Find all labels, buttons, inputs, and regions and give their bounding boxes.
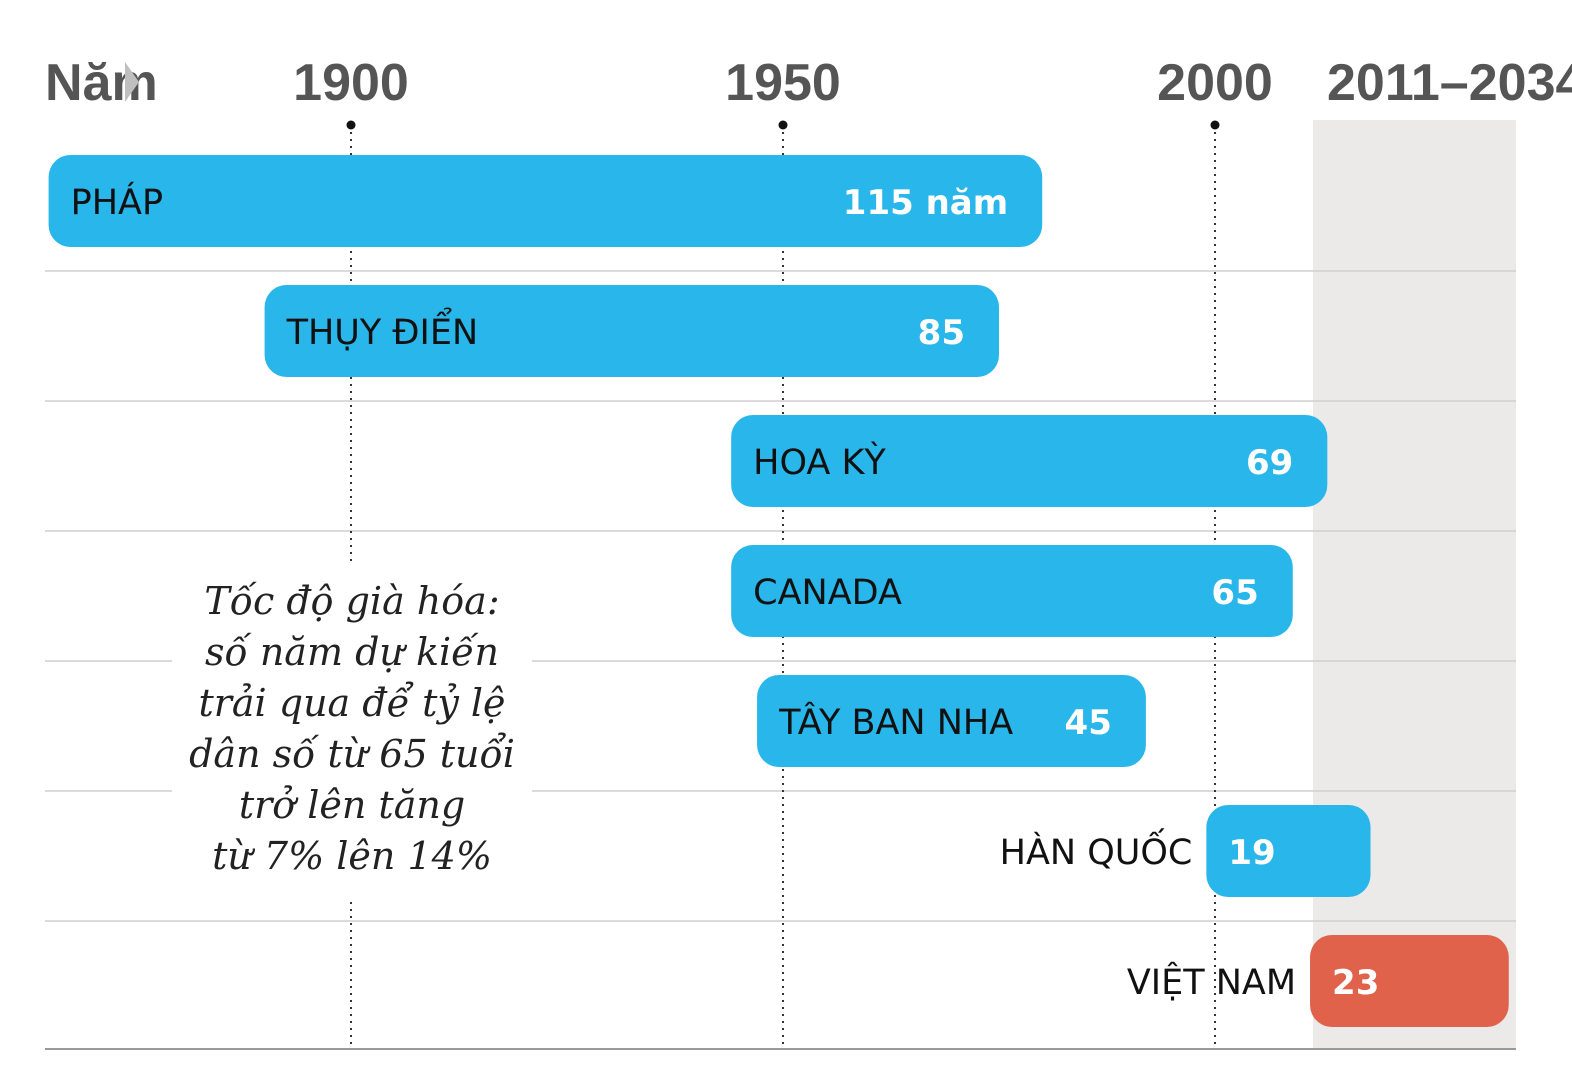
note-line: số năm dự kiến	[205, 630, 499, 674]
bar	[264, 285, 1000, 377]
note-backdrop	[172, 565, 532, 900]
bar-group: CANADA 65	[731, 545, 1293, 637]
bar-group: HÀN QUỐC 19	[1000, 805, 1371, 897]
value-label: 69	[1246, 443, 1293, 483]
note-line: Tốc độ già hóa:	[204, 579, 499, 623]
note-line: trở lên tăng	[239, 783, 465, 827]
bar-group: THỤY ĐIỂN 85	[264, 285, 1000, 377]
tick-dot-2000	[1210, 120, 1220, 130]
country-bars: PHÁP 115 năm THỤY ĐIỂN 85 HOA KỲ 69 CANADA 65 TÂ…	[48, 155, 1509, 1027]
value-label: 45	[1065, 703, 1112, 743]
projection-band	[1313, 120, 1516, 1049]
bar-group: PHÁP 115 năm	[48, 155, 1043, 247]
note-line: dân số từ 65 tuổi	[189, 732, 515, 776]
projection-period-label: 2011–2034	[1327, 54, 1572, 112]
value-label: 85	[918, 313, 965, 353]
note-line: trải qua để tỷ lệ	[198, 681, 505, 725]
year-ticks: 1900 1950 2000	[293, 54, 1273, 130]
tick-label-1900: 1900	[293, 54, 409, 112]
bar	[48, 155, 1043, 247]
bar	[1310, 935, 1509, 1027]
value-label: 23	[1332, 963, 1379, 1003]
bar-group: VIỆT NAM 23	[1127, 935, 1509, 1027]
country-label: CANADA	[753, 573, 902, 613]
bar	[731, 415, 1328, 507]
bar	[731, 545, 1293, 637]
triangle-right-icon	[125, 62, 139, 102]
value-label: 115 năm	[843, 183, 1008, 223]
country-label: HOA KỲ	[753, 441, 886, 483]
country-label: THỤY ĐIỂN	[286, 306, 479, 353]
country-label: HÀN QUỐC	[1000, 827, 1193, 873]
country-label: VIỆT NAM	[1127, 961, 1296, 1003]
value-label: 19	[1228, 833, 1275, 873]
note-line: từ 7% lên 14%	[212, 834, 492, 878]
country-label: TÂY BAN NHA	[778, 701, 1013, 743]
year-axis-label: Năm	[45, 54, 158, 112]
tick-label-1950: 1950	[725, 54, 841, 112]
value-label: 65	[1211, 573, 1258, 613]
bar	[1206, 805, 1371, 897]
country-label: PHÁP	[71, 181, 163, 223]
tick-dot-1950	[778, 120, 788, 130]
aging-speed-note: Tốc độ già hóa: số năm dự kiến trải qua …	[189, 579, 515, 878]
bar-group: TÂY BAN NHA 45	[757, 675, 1146, 767]
bar-group: HOA KỲ 69	[731, 415, 1328, 507]
tick-label-2000: 2000	[1157, 54, 1273, 112]
tick-dot-1900	[346, 120, 356, 130]
bar	[757, 675, 1146, 767]
